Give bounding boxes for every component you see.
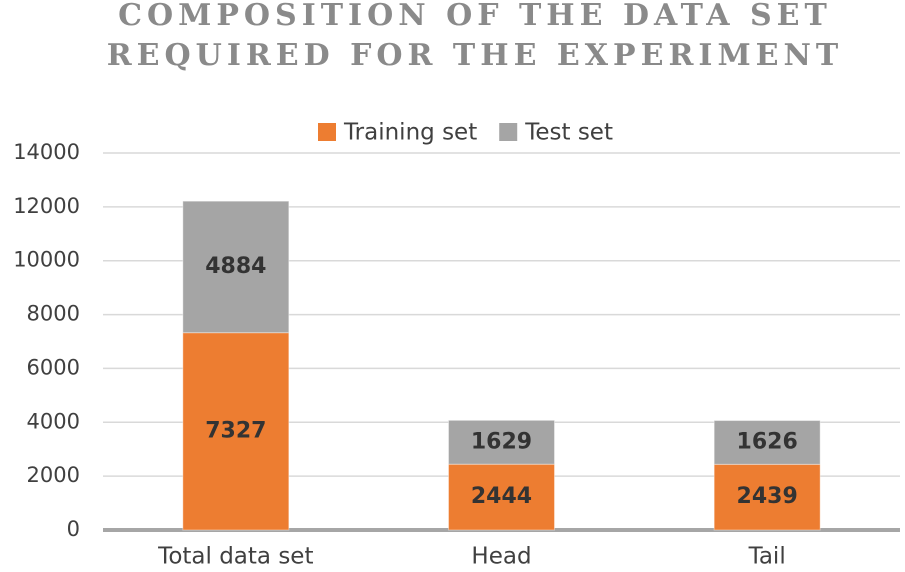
y-tick-label: 4000 — [27, 409, 80, 433]
chart-title: COMPOSITION OF THE DATA SET — [118, 0, 832, 33]
bar-segment — [713, 420, 821, 465]
y-tick-label: 0 — [67, 517, 80, 541]
data-label: 1629 — [471, 429, 532, 454]
bar-segment — [448, 463, 555, 531]
x-tick-label: Head — [471, 544, 531, 570]
data-label: 7327 — [205, 418, 266, 443]
bar-segment — [713, 463, 821, 531]
data-label: 4884 — [205, 254, 266, 279]
legend-label: Test set — [524, 120, 613, 146]
x-tick-label: Total data set — [157, 544, 313, 570]
y-tick-label: 10000 — [13, 248, 80, 272]
legend-label: Training set — [343, 120, 477, 146]
bar-segment — [448, 419, 555, 465]
y-tick-label: 8000 — [27, 302, 80, 326]
y-tick-label: 6000 — [27, 355, 80, 379]
legend-swatch — [318, 123, 336, 141]
legend-swatch — [499, 123, 518, 141]
bar-segment — [182, 332, 290, 531]
y-tick-label: 2000 — [27, 463, 80, 487]
bar-segment — [182, 200, 290, 334]
chart-title: REQUIRED FOR THE EXPERIMENT — [107, 38, 844, 73]
y-tick-label: 12000 — [13, 194, 80, 218]
data-label: 2439 — [737, 484, 798, 509]
y-tick-label: 14000 — [13, 140, 80, 164]
data-label: 2444 — [471, 484, 532, 509]
x-tick-label: Tail — [748, 544, 786, 570]
data-label: 1626 — [737, 429, 798, 454]
